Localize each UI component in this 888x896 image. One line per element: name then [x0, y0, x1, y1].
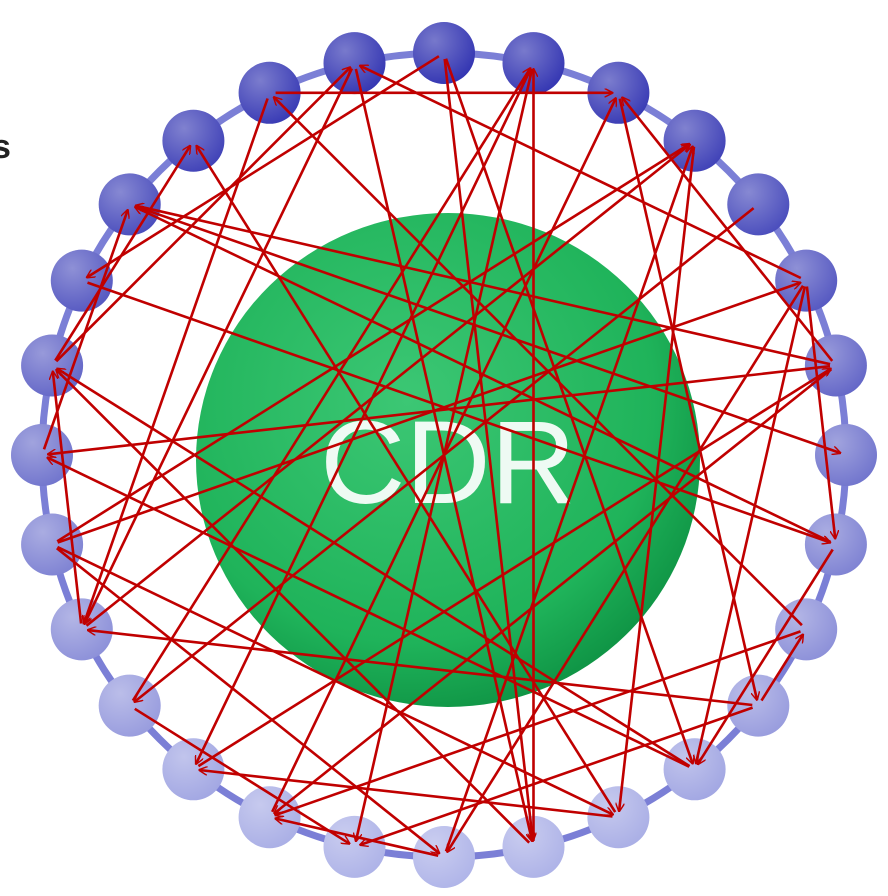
directed-edge-arrow: [84, 98, 269, 624]
directed-edge-arrow: [696, 286, 807, 763]
directed-edge-arrow: [56, 370, 531, 844]
directed-edges: [42, 55, 840, 857]
ring-node-highlight: [587, 786, 650, 849]
directed-edge-arrow: [85, 144, 691, 627]
ring-node-highlight: [11, 424, 73, 486]
cdr-hub-label: CDR: [320, 397, 576, 529]
directed-edge-arrow: [360, 706, 754, 845]
directed-edge-arrow: [618, 98, 757, 700]
directed-edge-arrow: [354, 68, 532, 841]
directed-edge-arrow: [443, 58, 533, 841]
ring-node-highlight: [804, 513, 867, 576]
ring-node-highlight: [663, 738, 726, 801]
directed-edge-arrow: [760, 635, 804, 702]
ring-node-highlight: [663, 109, 726, 172]
directed-edge-arrow: [56, 144, 689, 543]
cut-off-label: s: [0, 128, 11, 166]
ring-node-highlight: [98, 173, 161, 236]
directed-edge-arrow: [619, 146, 696, 812]
directed-edge-arrow: [134, 205, 840, 453]
ring-node-highlight: [162, 738, 225, 801]
directed-edge-arrow: [57, 369, 691, 768]
ring-node-highlight: [162, 109, 225, 172]
ring-node-highlight: [238, 786, 301, 849]
cdr-hub: CDR: [196, 213, 700, 707]
ring-node-highlight: [775, 249, 838, 312]
directed-edge-arrow: [199, 770, 613, 818]
ring-node-highlight: [323, 815, 386, 878]
directed-edge-arrow: [274, 368, 833, 813]
directed-edge-arrow: [57, 283, 801, 544]
directed-edge-arrow: [87, 281, 831, 543]
directed-edge-arrow: [274, 97, 803, 627]
ring-node-highlight: [413, 826, 475, 888]
directed-edge-arrow: [88, 630, 753, 707]
directed-edge-arrow: [444, 58, 693, 764]
ring-node-highlight: [50, 598, 113, 661]
ring-node-highlight: [413, 22, 475, 84]
ring-node-highlight: [502, 32, 565, 95]
directed-edge-arrow: [84, 67, 354, 625]
directed-edge-arrow: [197, 146, 617, 813]
directed-edge-arrow: [56, 545, 614, 815]
directed-edge-arrow: [131, 68, 530, 702]
ring-node-highlight: [804, 334, 867, 397]
directed-edge-arrow: [197, 369, 830, 768]
cdr-hub-circle: [196, 213, 700, 707]
ring-node-highlight: [815, 424, 877, 486]
ring-nodes: [11, 22, 877, 888]
directed-edge-arrow: [698, 548, 834, 765]
directed-edge-arrow: [134, 707, 350, 844]
directed-edge-arrow: [275, 630, 801, 815]
directed-edge-arrow: [42, 210, 128, 450]
directed-edge-arrow: [55, 67, 350, 363]
directed-edge-arrow: [87, 55, 440, 277]
directed-edge-arrow: [805, 286, 835, 539]
ring-node-highlight: [587, 61, 650, 124]
directed-edge-arrow: [196, 67, 533, 764]
ring-node-highlight: [98, 674, 161, 737]
ring-node-highlight: [21, 513, 84, 576]
directed-edge-arrow: [54, 146, 190, 362]
ring-node-highlight: [727, 674, 790, 737]
directed-edge-arrow: [55, 547, 440, 853]
directed-edge-arrow: [444, 146, 693, 852]
ring-node-highlight: [727, 173, 790, 236]
